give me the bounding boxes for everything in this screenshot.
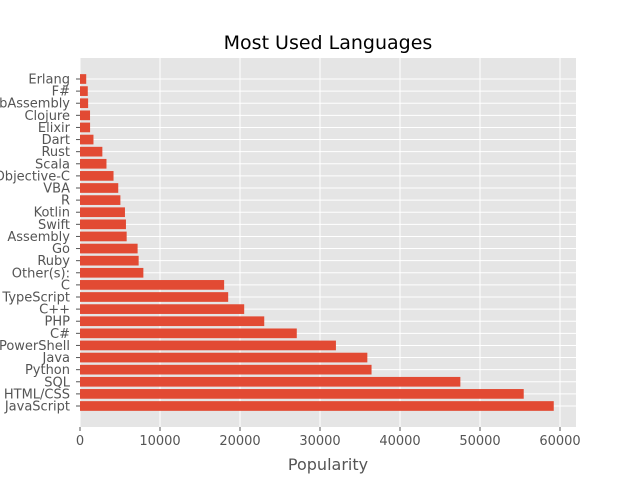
y-tick-label: C++ xyxy=(39,303,70,318)
bar xyxy=(80,195,121,205)
chart-title: Most Used Languages xyxy=(224,32,433,54)
bar xyxy=(80,376,461,387)
y-tick-label: Erlang xyxy=(28,73,70,88)
bar xyxy=(80,231,127,242)
y-tick-label: Python xyxy=(25,363,70,378)
x-tick-label: 40000 xyxy=(379,434,420,449)
bars xyxy=(80,74,554,411)
bar xyxy=(80,86,88,96)
y-tick-label: PowerShell xyxy=(0,339,70,354)
bar xyxy=(80,122,91,133)
y-tick-label: Rust xyxy=(41,145,70,160)
bar xyxy=(80,146,103,157)
y-tick-label: JavaScript xyxy=(4,400,70,415)
y-tick-label: TypeScript xyxy=(1,291,70,306)
x-tick-label: 20000 xyxy=(219,434,260,449)
x-tick-label: 0 xyxy=(76,434,84,449)
y-axis: JavaScriptHTML/CSSSQLPythonJavaPowerShel… xyxy=(0,73,80,415)
y-tick-label: HTML/CSS xyxy=(4,387,70,402)
bar xyxy=(80,401,554,411)
x-axis-label: Popularity xyxy=(288,455,368,474)
y-tick-label: Swift xyxy=(38,218,70,233)
x-tick-label: 30000 xyxy=(299,434,340,449)
y-tick-label: VBA xyxy=(43,182,70,197)
y-tick-label: F# xyxy=(52,85,70,100)
bar xyxy=(80,280,225,290)
bar xyxy=(80,267,144,278)
y-tick-label: WebAssembly xyxy=(0,97,70,112)
y-tick-label: Dart xyxy=(42,133,70,148)
y-tick-label: Other(s): xyxy=(12,266,70,281)
bar xyxy=(80,74,87,84)
y-tick-label: Objective-C xyxy=(0,169,70,184)
y-tick-label: PHP xyxy=(45,315,71,330)
y-tick-label: Clojure xyxy=(24,109,70,124)
y-tick-label: Elixir xyxy=(38,121,71,136)
x-tick-label: 50000 xyxy=(459,434,500,449)
y-tick-label: Assembly xyxy=(7,230,70,245)
bar xyxy=(80,352,368,363)
bar xyxy=(80,98,89,109)
x-tick-label: 60000 xyxy=(539,434,580,449)
bar xyxy=(80,171,114,181)
x-tick-label: 10000 xyxy=(139,434,180,449)
bar xyxy=(80,364,372,375)
bar xyxy=(80,219,126,230)
bar xyxy=(80,158,107,169)
y-tick-label: Scala xyxy=(35,157,70,172)
bar xyxy=(80,110,91,121)
bar xyxy=(80,340,336,351)
bar xyxy=(80,389,524,399)
bar xyxy=(80,304,245,314)
y-tick-label: SQL xyxy=(44,375,70,390)
y-tick-label: Ruby xyxy=(37,254,70,269)
bar xyxy=(80,328,297,339)
x-axis: 0 10000 20000 30000 40000 50000 60000 xyxy=(76,427,581,449)
y-tick-label: Go xyxy=(52,242,70,257)
bar xyxy=(80,243,138,254)
y-tick-label: R xyxy=(61,194,70,209)
bar xyxy=(80,292,229,302)
y-tick-label: Kotlin xyxy=(34,206,70,221)
y-tick-label: C xyxy=(61,278,70,293)
bar xyxy=(80,316,265,327)
y-tick-label: Java xyxy=(42,351,70,366)
y-tick-label: C# xyxy=(50,327,70,342)
bar xyxy=(80,134,94,145)
bar xyxy=(80,207,125,218)
bar xyxy=(80,255,139,266)
bar xyxy=(80,183,119,193)
